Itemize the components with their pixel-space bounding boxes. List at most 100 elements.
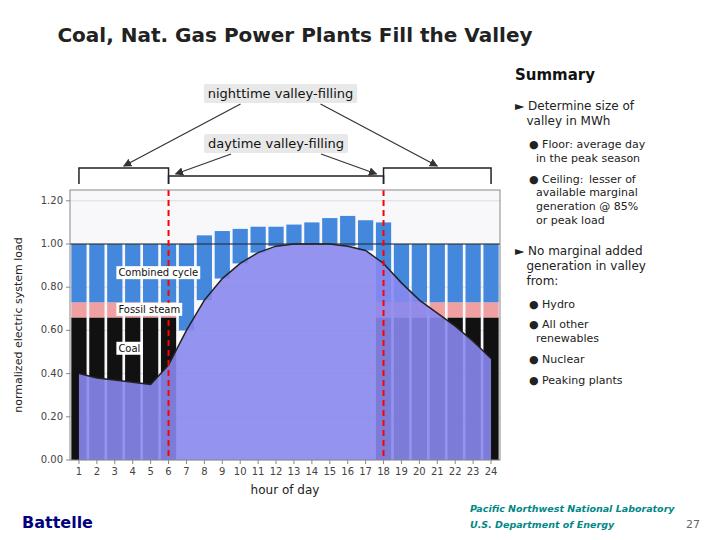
reference-line [70,243,500,244]
y-tick-label: 0.00 [41,454,63,465]
bracket-label-background [204,134,348,153]
bar-segment [197,235,212,244]
x-tick-label: 19 [395,466,408,477]
x-tick [311,460,312,464]
x-tick [150,460,151,464]
x-axis-label: hour of day [251,483,320,497]
x-tick-label: 4 [130,466,136,477]
grid-line [70,200,500,201]
bar-segment [179,244,194,330]
footer-text: 27 [686,518,700,531]
x-tick-label: 3 [112,466,118,477]
load-line [79,244,491,384]
summary-subitem: ● All other renewables [529,318,599,345]
bar-segment [430,244,445,302]
x-tick-label: 13 [288,466,301,477]
grid-line [70,244,500,245]
x-tick-label: 11 [252,466,265,477]
x-tick [455,460,456,464]
x-tick-label: 16 [341,466,354,477]
bar-segment [466,302,481,317]
x-tick-label: 1 [76,466,82,477]
bar-segment [448,302,463,317]
bar-segment [483,302,498,317]
series-label-group: Coal [116,342,142,355]
x-tick-label: 7 [183,466,189,477]
summary-subitem-line: ● Floor: average day [529,138,646,151]
summary-item-line: valley in MWh [515,114,610,128]
x-tick-label: 12 [270,466,283,477]
plot-data [70,190,500,460]
x-tick [437,460,438,464]
bracket-label-group: daytime valley-filling [204,134,348,153]
x-tick [365,460,366,464]
bar-segment [358,220,373,244]
load-area [79,244,491,460]
series-label-background [116,342,142,355]
x-tick-label: 23 [467,466,480,477]
bar-segment [466,244,481,302]
x-tick [419,460,420,464]
summary-subitem-line: ● Nuclear [529,353,585,366]
summary-item-line: from: [515,274,558,288]
x-tick-label: 14 [306,466,319,477]
x-tick [383,460,384,464]
summary-subitem-line: ● Hydro [529,298,575,311]
summary-subitem-line: ● Ceiling: lesser of [529,173,637,186]
bar-segment [71,302,86,317]
x-tick [276,460,277,464]
y-tick-label: 1.20 [41,195,63,206]
summary-subitem: ● Hydro [529,298,575,311]
bar-segment [268,227,283,244]
summary-item-line: ► No marginal added [515,244,643,258]
y-axis-label: normalized electric system load [12,237,25,412]
summary-title: Summary [515,66,595,84]
summary-subitem: ● Peaking plants [529,374,623,387]
summary-subitem-line: generation @ 85% [529,200,638,213]
bar-segment [71,244,86,302]
series-label-group: Fossil steam [116,303,182,316]
x-tick-label: 21 [431,466,444,477]
bar-segment [322,218,337,244]
bracket [79,168,169,184]
summary-item-line: ► Determine size of [515,99,635,113]
x-tick-label: 2 [94,466,100,477]
reference-line [383,190,385,460]
x-tick [132,460,133,464]
y-tick-label: 0.80 [41,281,63,292]
chart: Coal, Nat. Gas Power Plants Fill the Val… [0,0,720,540]
y-tick-label: 0.40 [41,368,63,379]
x-tick [222,460,223,464]
x-tick [293,460,294,464]
series-label: Coal [118,343,140,354]
x-tick-label: 20 [413,466,426,477]
footer-text: U.S. Department of Energy [470,519,615,530]
x-tick-label: 8 [201,466,207,477]
summary-subitem: ● Nuclear [529,353,585,366]
x-tick [204,460,205,464]
bar-segment [251,227,266,244]
summary-item-line: generation in valley [515,259,646,273]
x-tick-label: 22 [449,466,462,477]
y-tick-label: 0.60 [41,324,63,335]
summary-subitem-line: ● Peaking plants [529,374,623,387]
bracket-label: daytime valley-filling [208,136,344,151]
y-tick-label: 1.00 [41,238,63,249]
y-tick [66,460,70,461]
series-label: Combined cycle [118,267,198,278]
bracket-label: nighttime valley-filling [208,86,354,101]
y-tick [66,244,70,245]
summary-subitem-line: renewables [529,332,599,345]
bar-segment [304,222,319,244]
series-label-group: Combined cycle [116,266,200,279]
x-tick-label: 9 [219,466,225,477]
summary-subitem-line: or peak load [529,214,605,227]
y-tick [66,287,70,288]
bracket-arrow [321,154,377,174]
x-tick [401,460,402,464]
plot-frame [70,190,500,460]
bar-segment [483,244,498,302]
series-label-background [116,266,200,279]
bracket [384,168,492,184]
bracket-label-group: nighttime valley-filling [204,84,358,103]
